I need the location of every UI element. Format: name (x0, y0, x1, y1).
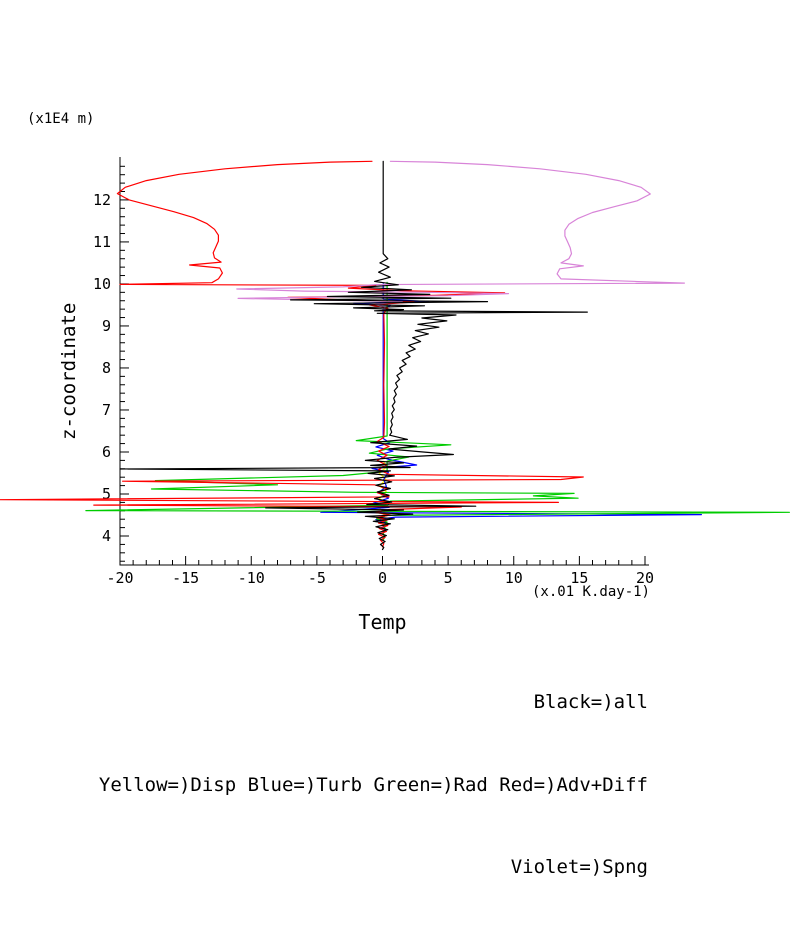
legend: Black=)all Yellow=)Disp Blue=)Turb Green… (80, 634, 648, 937)
y-tick-label: 6 (102, 443, 111, 461)
y-tick-label: 7 (102, 401, 111, 419)
x-tick-label: -10 (238, 569, 265, 587)
y-axis-title: z-coordinate (58, 302, 80, 440)
y-tick-label: 5 (102, 485, 111, 503)
series-all (119, 160, 588, 551)
y-tick-label: 8 (102, 359, 111, 377)
x-tick-label: -5 (308, 569, 326, 587)
x-axis-unit-label: (x.01 K.day-1) (531, 584, 650, 600)
x-tick-label: -15 (172, 569, 199, 587)
y-tick-label: 10 (93, 275, 111, 293)
y-tick-label: 12 (93, 191, 111, 209)
x-tick-label: -20 (106, 569, 133, 587)
series-Spng (236, 160, 686, 312)
x-tick-label: 20 (636, 569, 654, 587)
legend-line-main: Yellow=)Disp Blue=)Turb Green=)Rad Red=)… (98, 773, 648, 796)
y-axis-unit-label: (x1E4 m) (27, 111, 95, 127)
series-Adv+Diff (0, 160, 584, 548)
x-tick-label: 10 (505, 569, 523, 587)
y-tick-label: 11 (93, 233, 111, 251)
x-tick-label: 5 (444, 569, 453, 587)
y-tick-label: 4 (102, 527, 111, 545)
profile-chart: -20 -15 -10 -5 0 5 10 15 20 4 5 6 7 8 9 10 11 12 (0, 157, 791, 587)
y-tick-label: 9 (102, 317, 111, 335)
legend-line-black: Black=)all (533, 691, 648, 713)
x-tick-label: 0 (378, 569, 387, 587)
series-Turb (320, 283, 703, 534)
x-tick-label: 15 (570, 569, 588, 587)
x-axis-title: Temp (358, 610, 407, 634)
legend-line-violet: Violet=)Spng (510, 856, 648, 878)
